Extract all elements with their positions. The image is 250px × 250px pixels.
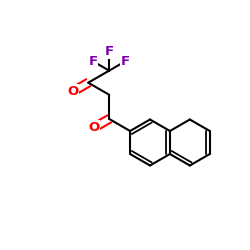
Text: F: F — [104, 45, 114, 58]
Text: F: F — [121, 55, 130, 68]
Text: F: F — [88, 55, 98, 68]
Text: O: O — [68, 85, 79, 98]
Text: O: O — [88, 121, 100, 134]
